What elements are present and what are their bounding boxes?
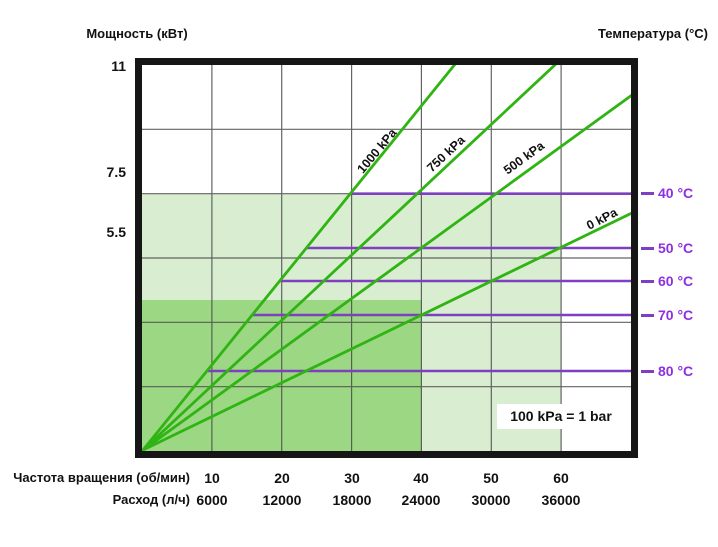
right-axis-title: Температура (°C) [598, 26, 708, 41]
temp-label-80c: 80 °C [658, 363, 694, 379]
temp-tick-40c [641, 192, 654, 195]
y-tick-7-5: 7.5 [106, 164, 126, 180]
x-tick-rpm-50: 50 [483, 470, 499, 486]
x-tick-flow-6000: 6000 [196, 492, 228, 508]
x-tick-flow-12000: 12000 [262, 492, 302, 508]
pressure-line-1000kpa [142, 65, 457, 451]
temp-label-40c: 40 °C [658, 185, 694, 201]
y-tick-5-5: 5.5 [106, 224, 126, 240]
x-tick-flow-36000: 36000 [541, 492, 581, 508]
pressure-line-750kpa [142, 65, 557, 451]
x-axis-label-flow: Расход (л/ч) [112, 492, 190, 507]
y-tick-11: 11 [111, 58, 126, 74]
x-tick-rpm-60: 60 [553, 470, 569, 486]
pressure-line-0kpa [142, 211, 631, 451]
y-axis-title: Мощность (кВт) [86, 26, 188, 41]
x-tick-rpm-40: 40 [413, 470, 429, 486]
x-tick-flow-18000: 18000 [332, 492, 372, 508]
x-tick-rpm-10: 10 [204, 470, 220, 486]
x-tick-flow-24000: 24000 [401, 492, 441, 508]
temp-tick-70c [641, 314, 654, 317]
temp-tick-80c [641, 370, 654, 373]
pressure-line-500kpa [142, 93, 631, 451]
plot-area [142, 65, 631, 451]
temperature-lines [207, 192, 631, 373]
x-tick-rpm-20: 20 [274, 470, 290, 486]
x-axis-label-rpm: Частота вращения (об/мин) [13, 470, 190, 485]
temp-label-70c: 70 °C [658, 307, 694, 323]
x-tick-flow-30000: 30000 [471, 492, 511, 508]
temp-tick-60c [641, 280, 654, 283]
temp-label-60c: 60 °C [658, 273, 694, 289]
x-tick-rpm-30: 30 [344, 470, 360, 486]
note-box: 100 kPa = 1 bar [497, 404, 625, 429]
temp-tick-50c [641, 247, 654, 250]
pressure-lines [142, 65, 631, 451]
temp-label-50c: 50 °C [658, 240, 694, 256]
